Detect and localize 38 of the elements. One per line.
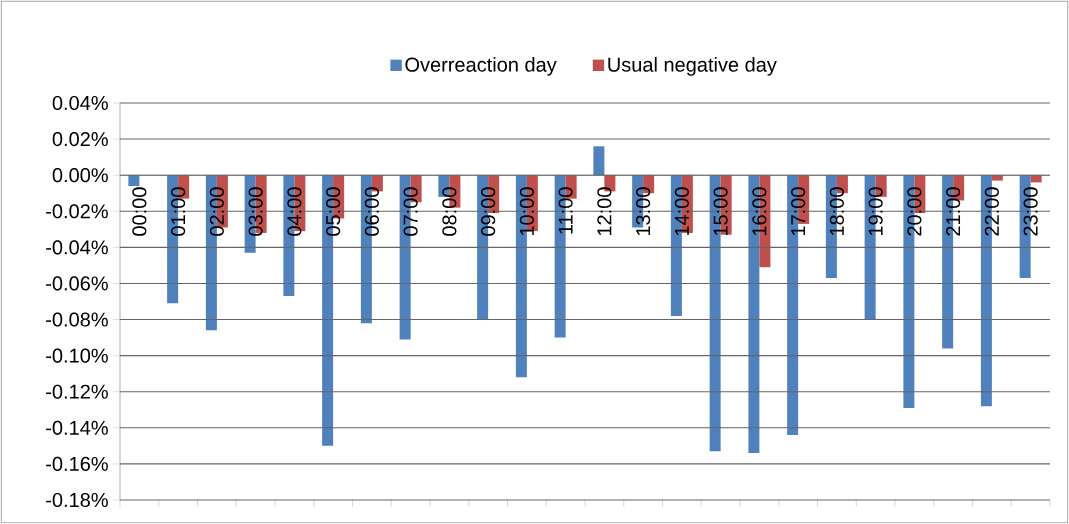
x-tick-label: 19:00 bbox=[868, 187, 883, 236]
legend-label: Overreaction day bbox=[405, 57, 557, 76]
x-tick-label: 21:00 bbox=[946, 187, 961, 236]
y-tick-label: -0.02% bbox=[46, 204, 108, 219]
y-tick-label: -0.04% bbox=[46, 240, 108, 255]
x-tick-label: 10:00 bbox=[519, 187, 534, 236]
x-tick-label: 04:00 bbox=[287, 187, 302, 236]
x-tick-label: 22:00 bbox=[984, 187, 999, 236]
y-tick-label: -0.14% bbox=[46, 420, 108, 435]
legend-label: Usual negative day bbox=[608, 57, 777, 76]
x-tick-label: 03:00 bbox=[248, 187, 263, 236]
y-tick-label: -0.10% bbox=[46, 348, 108, 363]
x-tick-label: 02:00 bbox=[209, 187, 224, 236]
y-tick-label: 0.00% bbox=[52, 168, 108, 183]
x-tick-label: 07:00 bbox=[403, 187, 418, 236]
x-tick-label: 11:00 bbox=[558, 187, 573, 234]
x-tick-label: 23:00 bbox=[1023, 187, 1038, 236]
x-tick-label: 16:00 bbox=[752, 187, 767, 236]
x-tick-label: 20:00 bbox=[907, 187, 922, 236]
x-tick-label: 14:00 bbox=[674, 187, 689, 236]
x-tick-label: 08:00 bbox=[442, 187, 457, 236]
x-tick-label: 12:00 bbox=[597, 187, 612, 236]
x-tick-label: 13:00 bbox=[636, 187, 651, 236]
x-tick-label: 15:00 bbox=[713, 187, 728, 236]
x-tick-label: 00:00 bbox=[132, 187, 147, 236]
x-tick-label: 18:00 bbox=[829, 187, 844, 236]
x-tick-label: 01:00 bbox=[171, 187, 186, 236]
x-tick-label: 09:00 bbox=[481, 187, 496, 236]
y-tick-label: -0.12% bbox=[46, 384, 108, 399]
x-tick-label: 17:00 bbox=[791, 187, 806, 236]
y-tick-label: -0.18% bbox=[46, 492, 108, 508]
x-tick-label: 05:00 bbox=[326, 187, 341, 236]
x-tick-label: 06:00 bbox=[364, 187, 379, 236]
y-tick-label: -0.16% bbox=[46, 456, 108, 471]
y-tick-label: 0.02% bbox=[52, 132, 108, 147]
y-tick-label: -0.08% bbox=[46, 312, 108, 327]
y-tick-label: 0.04% bbox=[52, 95, 108, 111]
y-tick-label: -0.06% bbox=[46, 276, 108, 291]
